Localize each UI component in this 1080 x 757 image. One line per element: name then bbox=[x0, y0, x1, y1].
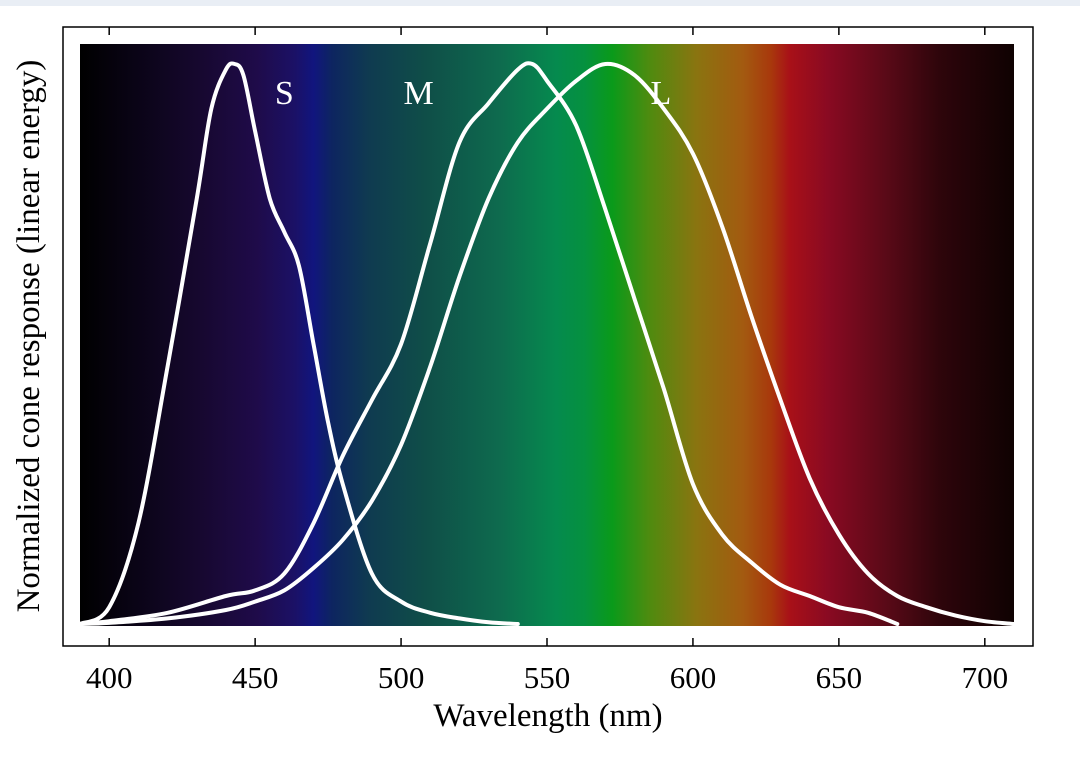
x-tick-label: 600 bbox=[670, 660, 717, 695]
x-tick-label: 500 bbox=[378, 660, 425, 695]
x-axis-label: Wavelength (nm) bbox=[433, 698, 662, 734]
x-tick-label: 450 bbox=[232, 660, 279, 695]
x-tick-label: 700 bbox=[962, 660, 1009, 695]
series-line-M bbox=[78, 61, 900, 626]
series-line-L bbox=[78, 61, 1016, 626]
series-line-S bbox=[78, 61, 520, 626]
x-tick-label: 400 bbox=[86, 660, 133, 695]
x-tick-label: 650 bbox=[816, 660, 863, 695]
x-tick-label: 550 bbox=[524, 660, 571, 695]
curves bbox=[78, 61, 1016, 626]
window-top-strip bbox=[0, 0, 1080, 6]
curve-label-M: M bbox=[403, 75, 433, 112]
x-ticks: 400 450 500 550 600 650 700 bbox=[86, 27, 1008, 695]
spectrum-background bbox=[80, 44, 1014, 626]
curve-label-S: S bbox=[275, 75, 294, 112]
y-axis-label: Normalized cone response (linear energy) bbox=[11, 60, 47, 613]
curve-label-L: L bbox=[650, 75, 671, 112]
